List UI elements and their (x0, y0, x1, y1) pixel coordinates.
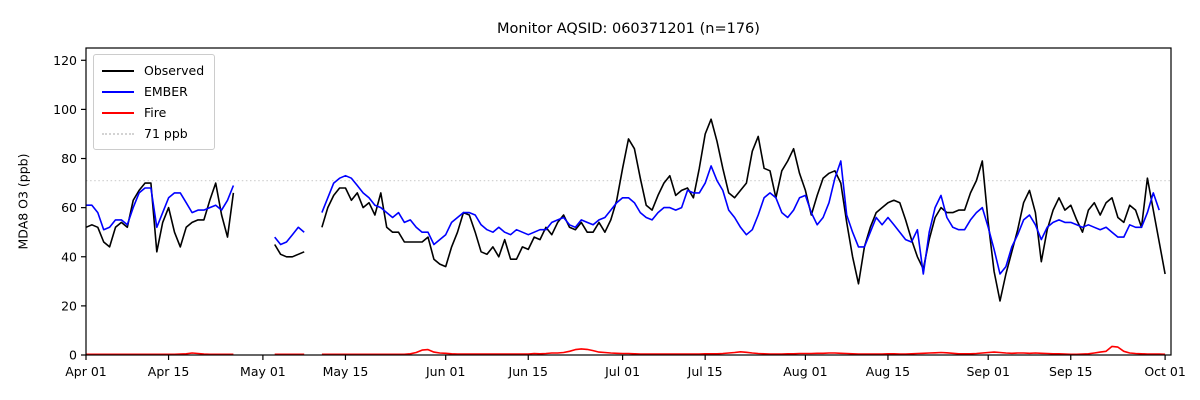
y-tick-label: 120 (53, 53, 77, 68)
legend: Observed EMBER Fire 71 ppb (93, 54, 216, 150)
x-tick-label: Jul 15 (687, 364, 723, 379)
x-tick-label: Apr 01 (65, 364, 107, 379)
legend-line-sample (102, 111, 134, 114)
legend-line-sample (102, 90, 134, 93)
x-tick-label: Sep 15 (1049, 364, 1092, 379)
chart-title: Monitor AQSID: 060371201 (n=176) (497, 21, 760, 37)
fire-line (86, 345, 1166, 356)
x-tick-label: Jun 15 (508, 364, 548, 379)
x-tick-label: Jun 01 (425, 364, 465, 379)
x-tick-label: Sep 01 (966, 364, 1009, 379)
x-tick-label: May 15 (323, 364, 369, 379)
y-tick-label: 0 (69, 348, 77, 363)
y-tick-label: 60 (61, 200, 77, 215)
y-tick-label: 40 (61, 249, 77, 264)
legend-item-fire: Fire (102, 102, 204, 123)
x-tick-label: Jul 01 (604, 364, 640, 379)
x-tick-label: Aug 15 (866, 364, 910, 379)
legend-label: EMBER (144, 84, 188, 99)
y-tick-label: 100 (53, 102, 77, 117)
x-tick-label: Oct 01 (1144, 364, 1186, 379)
legend-item-71-ppb: 71 ppb (102, 123, 204, 144)
legend-line-sample (102, 132, 134, 135)
y-axis-label: MDA8 O3 (ppb) (15, 153, 31, 250)
legend-label: Observed (144, 63, 205, 78)
ember-line (86, 160, 1160, 275)
legend-item-ember: EMBER (102, 81, 204, 102)
legend-label: Fire (144, 105, 167, 120)
legend-item-observed: Observed (102, 60, 204, 81)
legend-label: 71 ppb (144, 126, 188, 141)
x-tick-label: Aug 01 (783, 364, 827, 379)
axes-frame (85, 47, 1172, 356)
y-tick-label: 80 (61, 151, 77, 166)
x-tick-label: May 01 (240, 364, 286, 379)
x-tick-label: Apr 15 (148, 364, 190, 379)
y-tick-label: 20 (61, 298, 77, 313)
observed-line (85, 118, 1166, 302)
legend-line-sample (102, 69, 134, 72)
